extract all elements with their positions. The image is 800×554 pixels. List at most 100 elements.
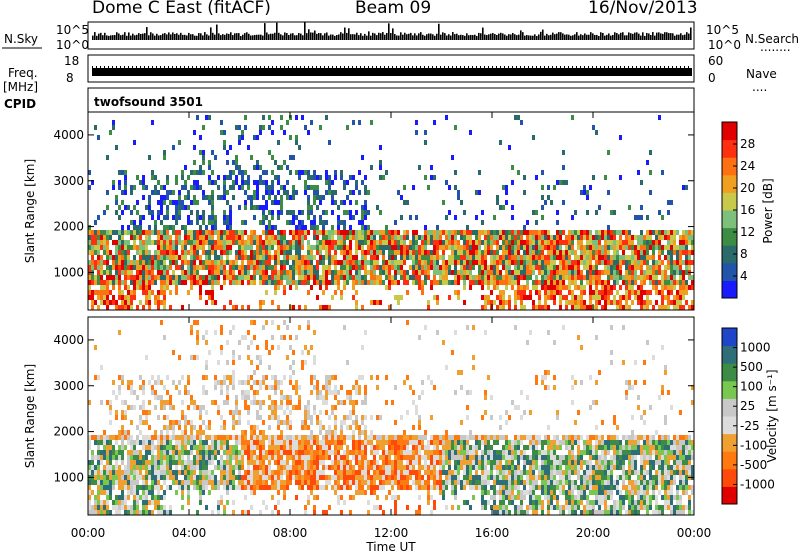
heat-cell bbox=[301, 475, 304, 480]
heat-cell bbox=[430, 255, 433, 260]
heat-cell bbox=[685, 280, 688, 285]
heat-cell bbox=[688, 240, 691, 245]
heat-cell bbox=[166, 510, 169, 515]
heat-cell bbox=[403, 200, 406, 205]
heat-cell bbox=[676, 245, 679, 250]
heat-cell bbox=[172, 475, 175, 480]
heat-cell bbox=[550, 245, 553, 250]
heat-cell bbox=[553, 285, 556, 290]
heat-cell bbox=[499, 275, 502, 280]
noise-sample bbox=[270, 33, 272, 40]
noise-sample bbox=[566, 34, 568, 40]
heat-cell bbox=[652, 250, 655, 255]
heat-cell bbox=[397, 235, 400, 240]
heat-cell bbox=[208, 165, 211, 170]
heat-cell bbox=[589, 295, 592, 300]
noise-sample bbox=[622, 32, 624, 40]
heat-cell bbox=[301, 365, 304, 370]
heat-cell bbox=[178, 200, 181, 205]
heat-cell bbox=[427, 235, 430, 240]
heat-cell bbox=[379, 275, 382, 280]
heat-cell bbox=[232, 260, 235, 265]
heat-cell bbox=[268, 185, 271, 190]
heat-cell bbox=[103, 280, 106, 285]
noise-sample bbox=[336, 35, 338, 40]
heat-cell bbox=[187, 480, 190, 485]
heat-cell bbox=[136, 275, 139, 280]
heat-cell bbox=[280, 420, 283, 425]
heat-cell bbox=[100, 300, 103, 305]
heat-cell bbox=[253, 435, 256, 440]
heat-cell bbox=[376, 280, 379, 285]
heat-cell bbox=[349, 225, 352, 230]
heat-cell bbox=[292, 275, 295, 280]
heat-cell bbox=[202, 280, 205, 285]
heat-cell bbox=[295, 140, 298, 145]
heat-cell bbox=[268, 210, 271, 215]
heat-cell bbox=[670, 290, 673, 295]
heat-cell bbox=[454, 170, 457, 175]
heat-cell bbox=[235, 250, 238, 255]
heat-cell bbox=[139, 430, 142, 435]
heat-cell bbox=[607, 230, 610, 235]
heat-cell bbox=[484, 240, 487, 245]
heat-cell bbox=[343, 245, 346, 250]
heat-cell bbox=[460, 230, 463, 235]
heat-cell bbox=[478, 270, 481, 275]
heat-cell bbox=[130, 435, 133, 440]
heat-cell bbox=[244, 510, 247, 515]
heat-cell bbox=[118, 330, 121, 335]
heat-cell bbox=[535, 250, 538, 255]
heat-cell bbox=[430, 235, 433, 240]
heat-cell bbox=[199, 150, 202, 155]
freq-sample bbox=[600, 66, 601, 68]
heat-cell bbox=[94, 265, 97, 270]
heat-cell bbox=[175, 445, 178, 450]
heat-cell bbox=[145, 235, 148, 240]
heat-cell bbox=[202, 430, 205, 435]
heat-cell bbox=[316, 185, 319, 190]
heat-cell bbox=[541, 235, 544, 240]
heat-cell bbox=[316, 395, 319, 400]
heat-cell bbox=[268, 405, 271, 410]
heat-cell bbox=[187, 490, 190, 495]
heat-cell bbox=[427, 230, 430, 235]
heat-cell bbox=[499, 205, 502, 210]
heat-cell bbox=[115, 475, 118, 480]
heat-cell bbox=[433, 270, 436, 275]
heat-cell bbox=[235, 280, 238, 285]
heat-cell bbox=[91, 300, 94, 305]
heat-cell bbox=[208, 425, 211, 430]
heat-cell bbox=[292, 475, 295, 480]
heat-cell bbox=[313, 190, 316, 195]
heat-cell bbox=[613, 260, 616, 265]
heat-cell bbox=[547, 230, 550, 235]
colorbar-swatch bbox=[722, 227, 737, 246]
freq-sample bbox=[672, 66, 673, 68]
heat-cell bbox=[586, 260, 589, 265]
heat-cell bbox=[202, 240, 205, 245]
heat-cell bbox=[286, 395, 289, 400]
heat-cell bbox=[175, 205, 178, 210]
heat-cell bbox=[331, 475, 334, 480]
heat-cell bbox=[280, 400, 283, 405]
noise-sample bbox=[482, 27, 484, 40]
heat-cell bbox=[331, 375, 334, 380]
heat-cell bbox=[205, 300, 208, 305]
heat-cell bbox=[199, 265, 202, 270]
heat-cell bbox=[214, 330, 217, 335]
heat-cell bbox=[127, 405, 130, 410]
heat-cell bbox=[661, 305, 664, 310]
heat-cell bbox=[139, 245, 142, 250]
heat-cell bbox=[667, 295, 670, 300]
heat-cell bbox=[295, 475, 298, 480]
heat-cell bbox=[244, 405, 247, 410]
heat-cell bbox=[391, 230, 394, 235]
heat-cell bbox=[310, 455, 313, 460]
heat-cell bbox=[511, 230, 514, 235]
heat-cell bbox=[538, 260, 541, 265]
freq-sample bbox=[412, 66, 413, 68]
heat-cell bbox=[247, 420, 250, 425]
heat-cell bbox=[265, 475, 268, 480]
heat-cell bbox=[292, 450, 295, 455]
